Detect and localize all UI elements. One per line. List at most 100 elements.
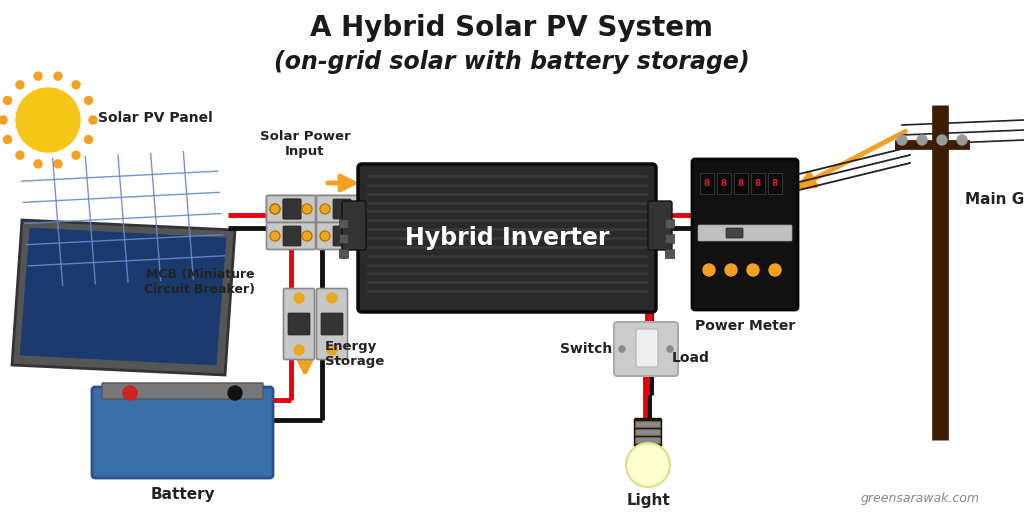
Circle shape bbox=[327, 293, 337, 303]
Text: greensarawak.com: greensarawak.com bbox=[861, 492, 980, 505]
Circle shape bbox=[352, 231, 362, 241]
FancyBboxPatch shape bbox=[752, 174, 766, 195]
Circle shape bbox=[356, 204, 366, 214]
Text: 8: 8 bbox=[738, 180, 744, 188]
Circle shape bbox=[34, 160, 42, 168]
Circle shape bbox=[54, 72, 62, 80]
Circle shape bbox=[54, 160, 62, 168]
Circle shape bbox=[72, 81, 80, 89]
FancyBboxPatch shape bbox=[284, 288, 314, 359]
Circle shape bbox=[123, 386, 137, 400]
Circle shape bbox=[897, 135, 907, 145]
FancyBboxPatch shape bbox=[666, 219, 675, 229]
Circle shape bbox=[667, 346, 673, 352]
FancyBboxPatch shape bbox=[666, 234, 675, 244]
Circle shape bbox=[85, 96, 92, 105]
Text: Battery: Battery bbox=[151, 487, 215, 502]
FancyBboxPatch shape bbox=[316, 222, 366, 249]
FancyBboxPatch shape bbox=[92, 387, 273, 478]
FancyBboxPatch shape bbox=[283, 226, 301, 246]
Text: Load: Load bbox=[672, 351, 710, 365]
Circle shape bbox=[918, 135, 927, 145]
Text: Main Grid: Main Grid bbox=[965, 193, 1024, 208]
FancyBboxPatch shape bbox=[358, 164, 656, 312]
FancyBboxPatch shape bbox=[266, 196, 315, 222]
FancyBboxPatch shape bbox=[316, 288, 347, 359]
Circle shape bbox=[16, 151, 24, 159]
FancyBboxPatch shape bbox=[734, 174, 749, 195]
Text: 8: 8 bbox=[721, 180, 727, 188]
FancyBboxPatch shape bbox=[636, 430, 660, 436]
Text: MCB (Miniature
Circuit Breaker): MCB (Miniature Circuit Breaker) bbox=[144, 268, 255, 296]
FancyBboxPatch shape bbox=[666, 249, 675, 259]
FancyBboxPatch shape bbox=[342, 201, 366, 250]
Text: Switch: Switch bbox=[560, 342, 612, 356]
FancyBboxPatch shape bbox=[648, 201, 672, 250]
Circle shape bbox=[725, 264, 737, 276]
Circle shape bbox=[16, 81, 24, 89]
Text: Solar PV Panel: Solar PV Panel bbox=[97, 111, 212, 125]
Text: Energy
Storage: Energy Storage bbox=[325, 340, 384, 368]
Text: A Hybrid Solar PV System: A Hybrid Solar PV System bbox=[310, 14, 714, 42]
FancyBboxPatch shape bbox=[692, 159, 798, 310]
Circle shape bbox=[294, 293, 304, 303]
FancyBboxPatch shape bbox=[266, 196, 370, 222]
FancyBboxPatch shape bbox=[636, 421, 660, 427]
Circle shape bbox=[16, 88, 80, 152]
Circle shape bbox=[937, 135, 947, 145]
Circle shape bbox=[72, 151, 80, 159]
Circle shape bbox=[270, 231, 280, 241]
FancyBboxPatch shape bbox=[283, 199, 301, 219]
FancyBboxPatch shape bbox=[288, 313, 310, 335]
Circle shape bbox=[270, 204, 280, 214]
Circle shape bbox=[957, 135, 967, 145]
Text: 8: 8 bbox=[703, 180, 710, 188]
Circle shape bbox=[302, 231, 312, 241]
Text: Light: Light bbox=[626, 493, 670, 508]
Text: Hybrid Inverter: Hybrid Inverter bbox=[404, 226, 609, 250]
FancyBboxPatch shape bbox=[636, 329, 658, 367]
FancyBboxPatch shape bbox=[614, 322, 678, 376]
Circle shape bbox=[3, 96, 11, 105]
Polygon shape bbox=[20, 228, 226, 365]
Circle shape bbox=[34, 72, 42, 80]
FancyBboxPatch shape bbox=[768, 174, 782, 195]
Circle shape bbox=[89, 116, 97, 124]
Circle shape bbox=[294, 345, 304, 355]
FancyBboxPatch shape bbox=[340, 234, 348, 244]
Circle shape bbox=[3, 135, 11, 144]
Text: Power Meter: Power Meter bbox=[695, 319, 795, 333]
FancyBboxPatch shape bbox=[316, 196, 366, 222]
Circle shape bbox=[302, 204, 312, 214]
FancyBboxPatch shape bbox=[333, 199, 351, 219]
FancyBboxPatch shape bbox=[718, 174, 731, 195]
FancyBboxPatch shape bbox=[102, 383, 263, 399]
Circle shape bbox=[352, 204, 362, 214]
FancyBboxPatch shape bbox=[726, 228, 743, 238]
Circle shape bbox=[319, 231, 330, 241]
FancyBboxPatch shape bbox=[698, 225, 792, 241]
Circle shape bbox=[270, 204, 280, 214]
Circle shape bbox=[85, 135, 92, 144]
FancyBboxPatch shape bbox=[340, 249, 348, 259]
FancyBboxPatch shape bbox=[636, 438, 660, 443]
FancyBboxPatch shape bbox=[321, 313, 343, 335]
Circle shape bbox=[703, 264, 715, 276]
FancyBboxPatch shape bbox=[333, 226, 351, 246]
Circle shape bbox=[618, 346, 625, 352]
Circle shape bbox=[327, 345, 337, 355]
Text: 8: 8 bbox=[772, 180, 778, 188]
Circle shape bbox=[0, 116, 7, 124]
FancyBboxPatch shape bbox=[283, 199, 301, 219]
Text: Solar Power
Input: Solar Power Input bbox=[260, 130, 350, 158]
Circle shape bbox=[769, 264, 781, 276]
Text: (on-grid solar with battery storage): (on-grid solar with battery storage) bbox=[274, 50, 750, 74]
FancyBboxPatch shape bbox=[266, 222, 315, 249]
Circle shape bbox=[626, 443, 670, 487]
FancyBboxPatch shape bbox=[635, 419, 662, 447]
Circle shape bbox=[746, 264, 759, 276]
Circle shape bbox=[319, 204, 330, 214]
FancyBboxPatch shape bbox=[340, 219, 348, 229]
Polygon shape bbox=[12, 220, 234, 375]
Circle shape bbox=[228, 386, 242, 400]
